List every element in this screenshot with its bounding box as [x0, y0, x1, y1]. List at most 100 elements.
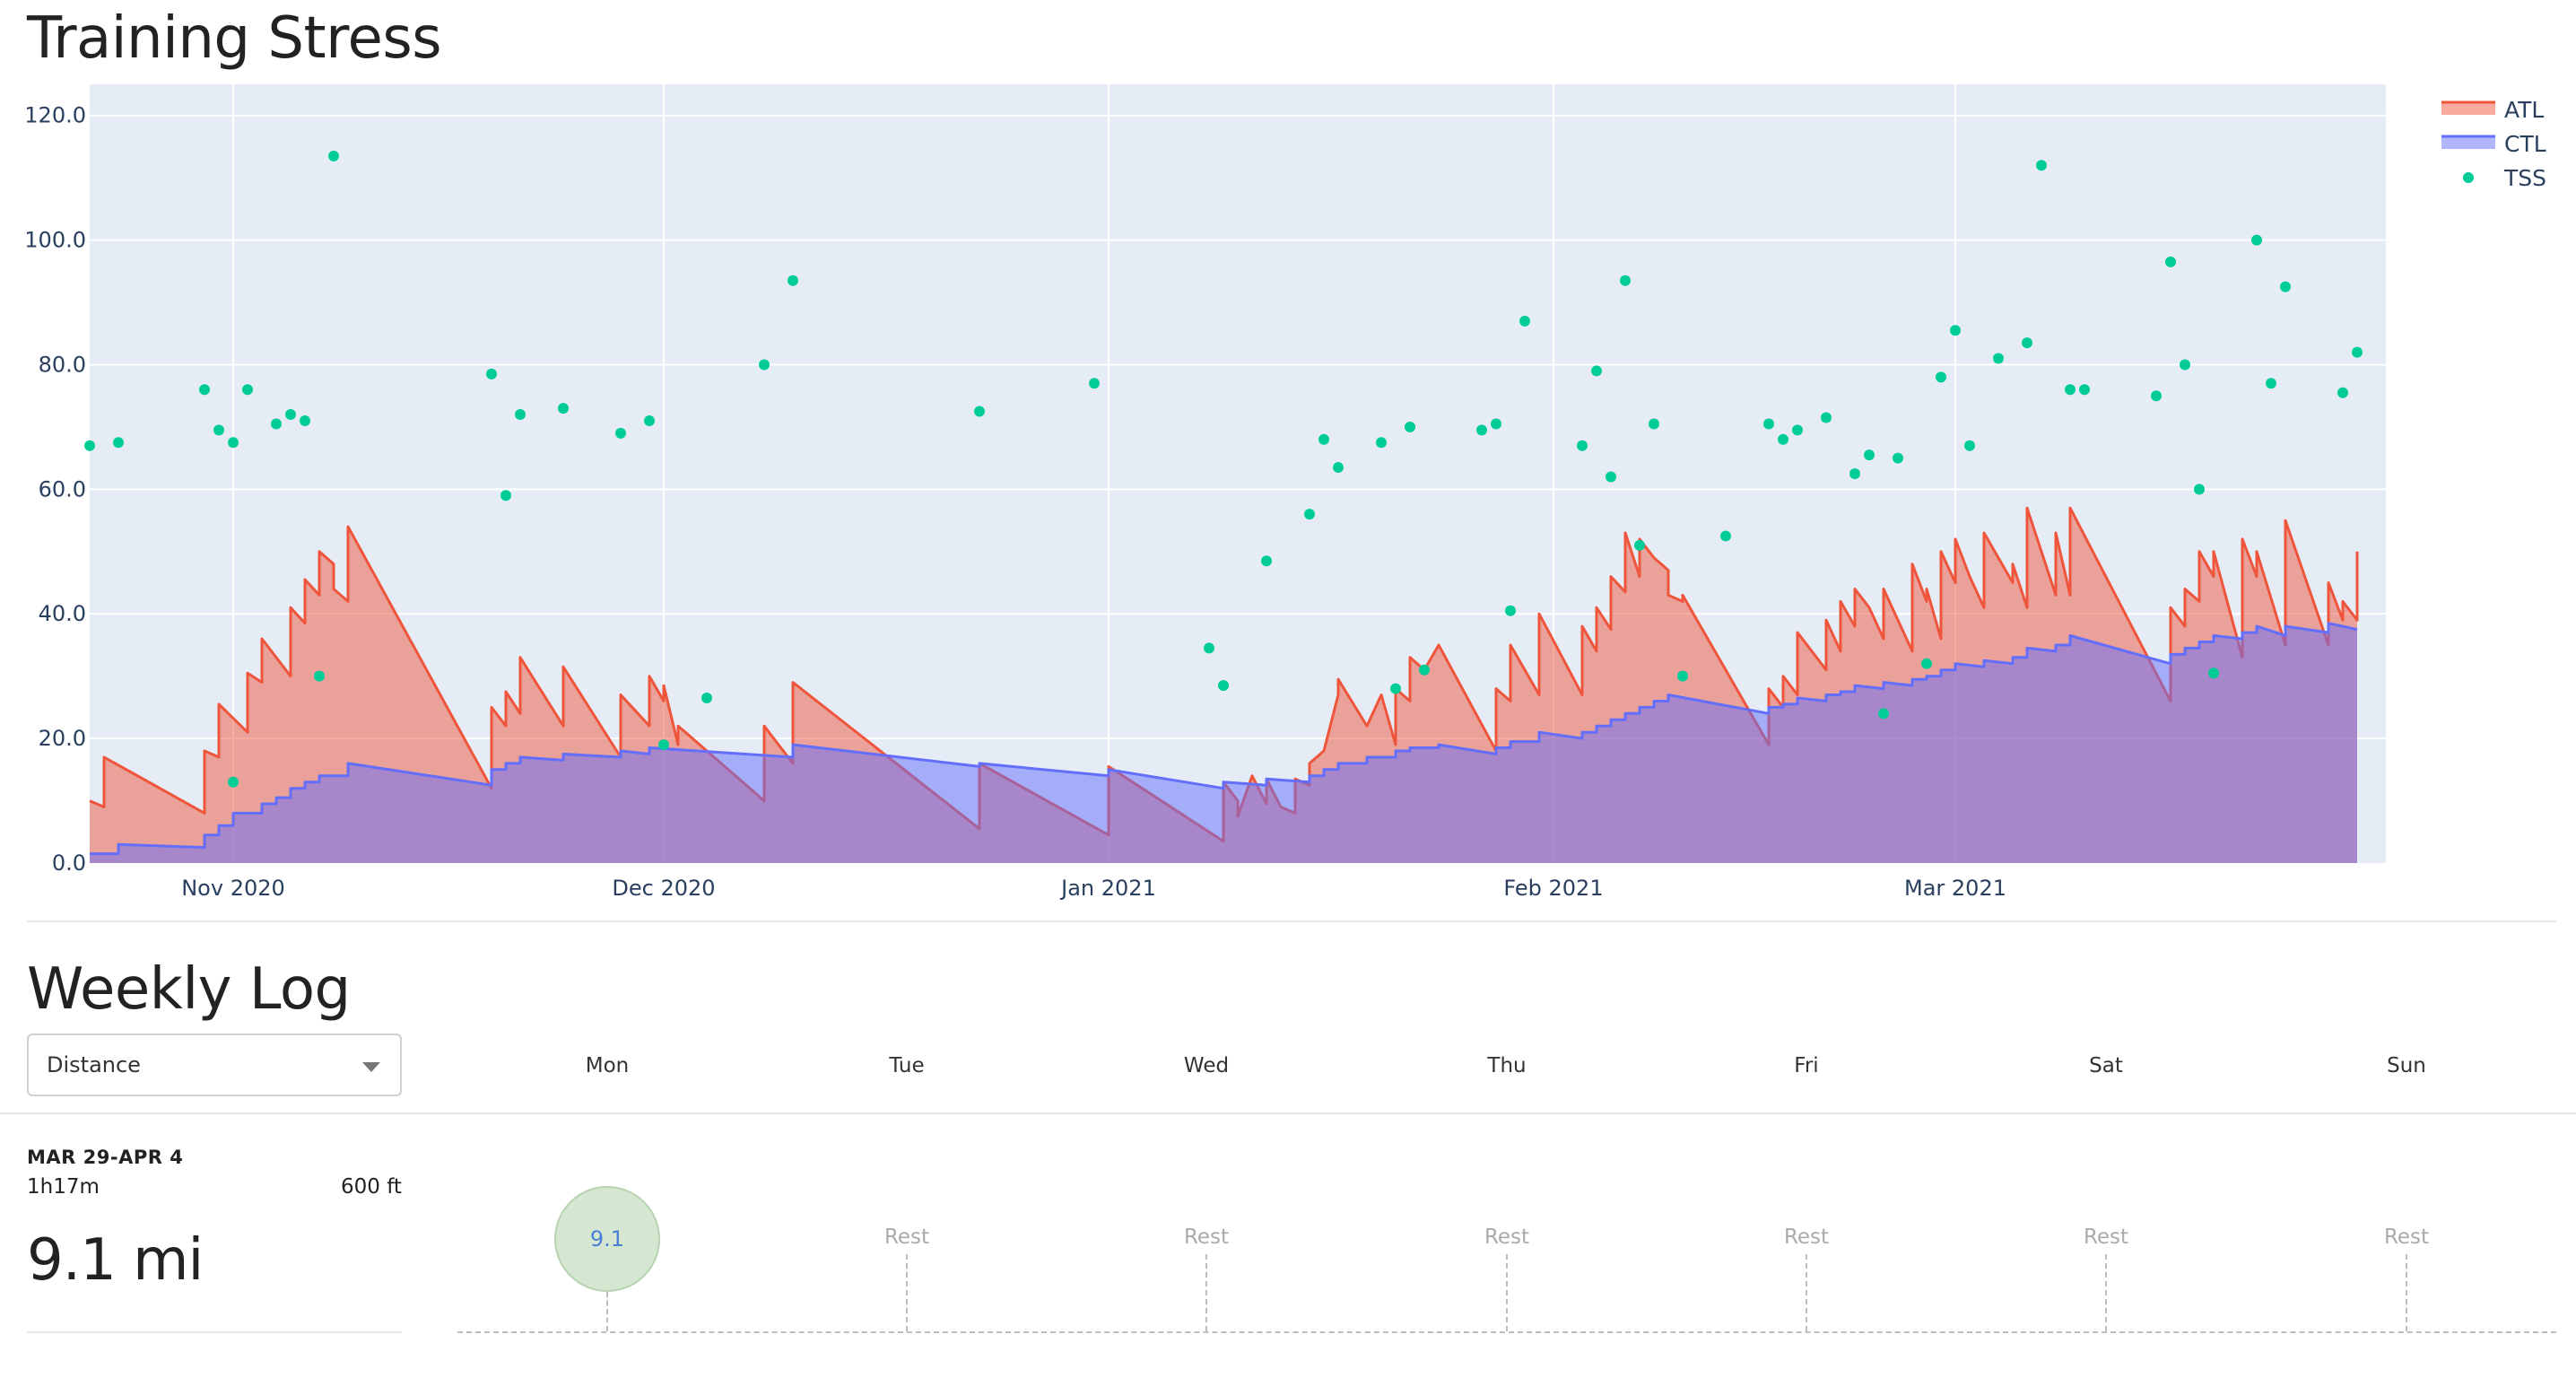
week-range: MAR 29-APR 4 — [27, 1147, 184, 1168]
weekly-log-title: Weekly Log — [27, 956, 351, 1023]
tss-point — [1204, 642, 1214, 654]
tss-point — [1878, 708, 1889, 720]
tss-point — [2022, 337, 2032, 349]
tss-point — [84, 440, 95, 451]
y-tick-label: 100.0 — [24, 228, 86, 253]
ctl-line — [90, 622, 2358, 856]
header-divider — [0, 1112, 2576, 1114]
y-tick-label: 60.0 — [39, 476, 86, 501]
tss-point — [314, 670, 325, 682]
tss-point — [228, 437, 239, 449]
tss-point — [2352, 346, 2363, 358]
y-tick-label: 0.0 — [52, 850, 86, 876]
y-gridlines — [90, 114, 2386, 740]
tss-point — [1936, 371, 1946, 383]
tss-point — [1849, 468, 1860, 479]
chart-legend: ATL CTL TSS — [2441, 97, 2546, 191]
area-series — [89, 506, 2359, 863]
tss-point — [486, 368, 497, 379]
tss-point — [1390, 683, 1401, 694]
day-header-sat: Sat — [2089, 1054, 2123, 1077]
tss-point — [500, 490, 511, 501]
legend-label-ctl: CTL — [2504, 131, 2546, 157]
tss-point — [2180, 359, 2190, 371]
training-stress-chart: 0.0 20.0 40.0 60.0 80.0 100.0 120.0 Nov 2020 De… — [24, 84, 2546, 901]
week-duration: 1h17m — [27, 1175, 100, 1199]
ctl-area — [90, 623, 2357, 863]
metric-select[interactable]: Distance — [27, 1034, 402, 1096]
y-tick-label: 40.0 — [39, 601, 86, 626]
tss-point — [1476, 424, 1487, 436]
tss-point — [1333, 462, 1344, 474]
day-timeline-stem — [1205, 1254, 1207, 1331]
tss-point — [1778, 433, 1788, 445]
tss-point — [1606, 471, 1616, 483]
tss-point — [1821, 412, 1832, 423]
tss-point — [2036, 160, 2047, 171]
metric-select-value: Distance — [47, 1052, 141, 1077]
tss-point — [1577, 440, 1588, 451]
tss-point — [1519, 315, 1530, 327]
tss-point — [1591, 365, 1602, 377]
tss-point — [1491, 418, 1501, 430]
x-tick-label: Jan 2021 — [1059, 876, 1156, 901]
tss-point — [242, 384, 253, 396]
tss-point — [1304, 509, 1315, 520]
tss-point — [271, 418, 282, 430]
atl-line — [89, 506, 2359, 843]
tss-point — [1505, 605, 1516, 616]
day-timeline-stem — [1506, 1254, 1508, 1331]
tss-point — [2266, 378, 2276, 389]
tss-point — [2165, 256, 2176, 267]
tss-point — [1893, 452, 1903, 464]
tss-point — [1634, 539, 1645, 551]
day-header-mon: Mon — [585, 1054, 630, 1077]
week-timeline-baseline — [457, 1331, 2556, 1333]
tss-point — [1921, 658, 1932, 669]
tss-point — [1419, 664, 1430, 676]
y-tick-label: 20.0 — [39, 726, 86, 751]
tss-point — [1405, 421, 1415, 432]
week-summary-divider — [27, 1331, 402, 1333]
tss-point — [285, 409, 296, 421]
activity-bubble[interactable]: 9.1 — [554, 1186, 660, 1292]
day-header-thu: Thu — [1487, 1054, 1527, 1077]
rest-day-label: Rest — [1484, 1225, 1530, 1249]
tss-point — [1677, 670, 1688, 682]
tss-point — [1993, 353, 2004, 364]
legend-label-tss: TSS — [2503, 165, 2546, 191]
tss-point — [1218, 680, 1229, 692]
tss-point — [1089, 378, 1100, 389]
tss-point — [2251, 234, 2262, 246]
tss-legend-marker — [2463, 172, 2474, 183]
tss-point — [1318, 433, 1329, 445]
section-divider — [27, 920, 2556, 922]
tss-point — [515, 409, 526, 421]
day-header-sun: Sun — [2387, 1054, 2426, 1077]
day-timeline-stem — [2105, 1254, 2107, 1331]
x-tick-label: Nov 2020 — [181, 876, 285, 901]
rest-day-label: Rest — [2383, 1225, 2430, 1249]
week-elevation: 600 ft — [341, 1175, 402, 1199]
chart-title: Training Stress — [27, 5, 442, 72]
x-tick-label: Dec 2020 — [612, 876, 715, 901]
tss-point — [1620, 275, 1631, 286]
tss-point — [1763, 418, 1774, 430]
tss-point — [2065, 384, 2076, 396]
rest-day-label: Rest — [883, 1225, 930, 1249]
tss-point — [213, 424, 224, 436]
tss-point — [2194, 484, 2205, 495]
ctl-legend-swatch — [2441, 136, 2495, 149]
y-tick-label: 80.0 — [39, 352, 86, 377]
tss-point — [558, 403, 569, 414]
tss-point — [300, 414, 310, 426]
tss-point — [328, 150, 339, 161]
tss-points — [84, 150, 2363, 788]
tss-point — [2337, 387, 2348, 398]
tss-point — [788, 275, 798, 286]
y-tick-label: 120.0 — [24, 103, 86, 128]
tss-point — [228, 776, 239, 788]
tss-point — [1649, 418, 1659, 430]
tss-point — [701, 692, 712, 703]
rest-day-label: Rest — [1183, 1225, 1230, 1249]
